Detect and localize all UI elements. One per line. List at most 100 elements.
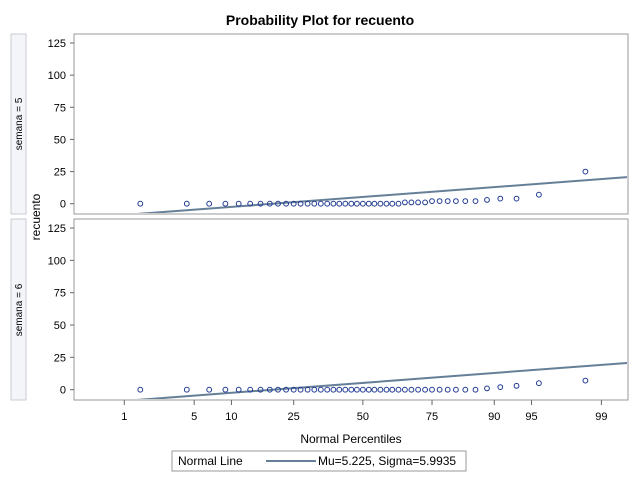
panel-strip (10, 218, 27, 401)
legend: Normal Line Mu=5.225, Sigma=5.9935 (171, 450, 467, 472)
data-point (247, 386, 254, 393)
data-point (290, 386, 297, 393)
data-point (371, 200, 378, 207)
data-point (360, 386, 366, 393)
x-tick-label: 50 (357, 411, 369, 423)
data-point (415, 199, 422, 206)
data-point (536, 380, 542, 387)
x-axis: 1 5 10 25 50 75 90 95 99 (121, 400, 608, 423)
data-point (453, 198, 459, 205)
data-point (336, 200, 343, 207)
x-tick-label: 1 (121, 411, 127, 423)
x-axis-label: Normal Percentiles (300, 432, 401, 446)
data-point (235, 386, 242, 393)
y-tick-label: 100 (48, 70, 66, 82)
data-point (336, 386, 343, 393)
data-point (266, 386, 273, 393)
data-point (422, 199, 429, 206)
x-tick-label: 10 (225, 411, 237, 423)
data-point (206, 200, 213, 207)
data-point (247, 200, 254, 207)
data-point (472, 198, 479, 205)
data-point (513, 195, 520, 202)
data-point (342, 200, 349, 207)
data-point (444, 198, 451, 205)
data-point (395, 200, 402, 207)
y-tick-label: 75 (54, 288, 66, 300)
data-point (513, 382, 520, 389)
data-point (137, 200, 144, 207)
data-point (484, 197, 490, 203)
data-point (342, 386, 349, 393)
data-point (297, 386, 304, 393)
data-point (536, 191, 542, 198)
data-point (354, 386, 360, 393)
data-point (266, 200, 273, 207)
y-tick-label: 75 (54, 102, 66, 114)
data-point (283, 200, 290, 207)
data-point (408, 199, 415, 206)
data-point (497, 195, 504, 202)
normal-line-path (136, 176, 627, 213)
data-point (497, 384, 504, 391)
data-point (582, 168, 589, 175)
data-point (444, 386, 451, 393)
data-point (304, 386, 311, 393)
data-point (453, 386, 459, 393)
data-point (304, 200, 311, 207)
data-point (275, 200, 281, 207)
x-tick-label: 99 (595, 411, 607, 423)
data-point (324, 200, 331, 207)
data-point (275, 386, 281, 393)
y-tick-label: 25 (54, 167, 66, 179)
data-point (311, 200, 318, 207)
x-tick-label: 5 (191, 411, 197, 423)
data-point (354, 200, 360, 207)
data-point (206, 386, 213, 393)
data-point (324, 386, 331, 393)
data-point (484, 385, 490, 392)
data-point (436, 198, 443, 205)
y-tick-label: 0 (60, 385, 66, 397)
panel-frame (73, 33, 629, 215)
normal-line-path (136, 361, 627, 399)
x-tick-label: 95 (525, 411, 537, 423)
data-point (183, 386, 190, 393)
data-point (415, 386, 422, 393)
data-point (389, 200, 396, 207)
data-point (377, 386, 384, 393)
y-tick-label: 100 (48, 255, 66, 267)
y-axis-label: recuento (29, 193, 43, 240)
data-point (402, 386, 408, 393)
y-tick-label: 25 (54, 352, 66, 364)
data-point (422, 386, 429, 393)
data-point (330, 386, 337, 393)
data-point (383, 200, 390, 207)
data-point (257, 200, 264, 207)
y-tick-label: 50 (54, 320, 66, 332)
legend-frame (171, 450, 467, 472)
x-tick-label: 90 (488, 411, 500, 423)
data-point (429, 386, 435, 393)
y-tick-label: 125 (48, 223, 66, 235)
chart-title: Probability Plot for recuento (226, 12, 414, 28)
data-point (365, 386, 372, 393)
data-point (408, 386, 415, 393)
y-tick-label: 50 (54, 134, 66, 146)
data-point (377, 200, 384, 207)
normal-line (136, 176, 627, 213)
y-axis: 0 25 50 75 100 125 (48, 38, 74, 211)
data-markers (137, 377, 589, 393)
data-point (257, 386, 264, 393)
data-point (462, 198, 469, 205)
data-point (183, 200, 190, 207)
data-point (383, 386, 390, 393)
panel-frame (73, 218, 629, 401)
data-point (371, 386, 378, 393)
data-point (402, 199, 408, 206)
data-point (348, 200, 355, 207)
data-point (330, 200, 337, 207)
data-point (297, 200, 304, 207)
legend-entry-label: Mu=5.225, Sigma=5.9935 (318, 454, 456, 468)
